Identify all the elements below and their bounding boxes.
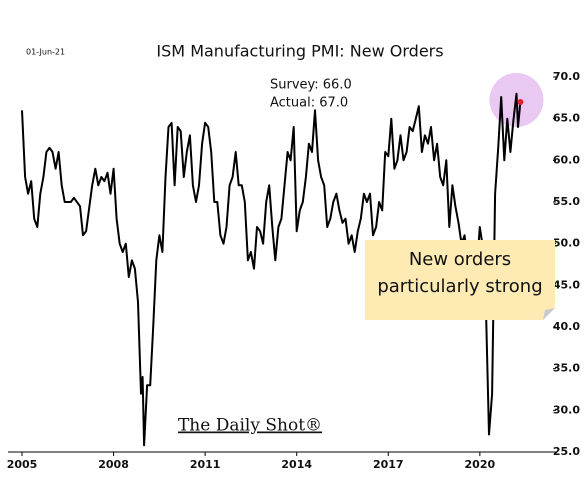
note-fold xyxy=(543,308,555,320)
x-tick-label: 2011 xyxy=(190,458,221,471)
survey-label: Survey: 66.0 xyxy=(270,78,352,93)
annotation: New orders particularly strong xyxy=(365,240,555,320)
y-tick-label: 50.0 xyxy=(553,237,580,250)
y-tick-label: 25.0 xyxy=(553,445,580,458)
latest-marker xyxy=(517,99,524,105)
actual-label: Actual: 67.0 xyxy=(270,96,348,111)
annotation-line: particularly strong xyxy=(377,276,542,297)
x-tick-label: 2017 xyxy=(373,458,404,471)
y-tick-label: 65.0 xyxy=(553,112,580,125)
logo: The Daily Shot® xyxy=(178,416,322,436)
x-tick-label: 2020 xyxy=(465,458,496,471)
x-tick-label: 2008 xyxy=(98,458,129,471)
y-tick-label: 55.0 xyxy=(553,195,580,208)
y-tick-label: 30.0 xyxy=(553,403,580,416)
date-label: 01-Jun-21 xyxy=(26,48,65,57)
y-tick-label: 60.0 xyxy=(553,153,580,166)
x-tick-label: 2014 xyxy=(281,458,312,471)
y-tick-label: 35.0 xyxy=(553,362,580,375)
y-tick-label: 70.0 xyxy=(553,70,580,83)
y-tick-label: 45.0 xyxy=(553,278,580,291)
y-tick-label: 40.0 xyxy=(553,320,580,333)
x-tick-label: 2005 xyxy=(7,458,38,471)
annotation-line: New orders xyxy=(409,249,511,270)
note-box xyxy=(365,240,555,320)
plot: 25.0 30.0 35.0 40.0 45.0 50.0 55.0 60.0 65.0 70.0… xyxy=(7,70,581,471)
chart-title: ISM Manufacturing PMI: New Orders xyxy=(156,42,443,61)
series-line xyxy=(21,92,522,447)
